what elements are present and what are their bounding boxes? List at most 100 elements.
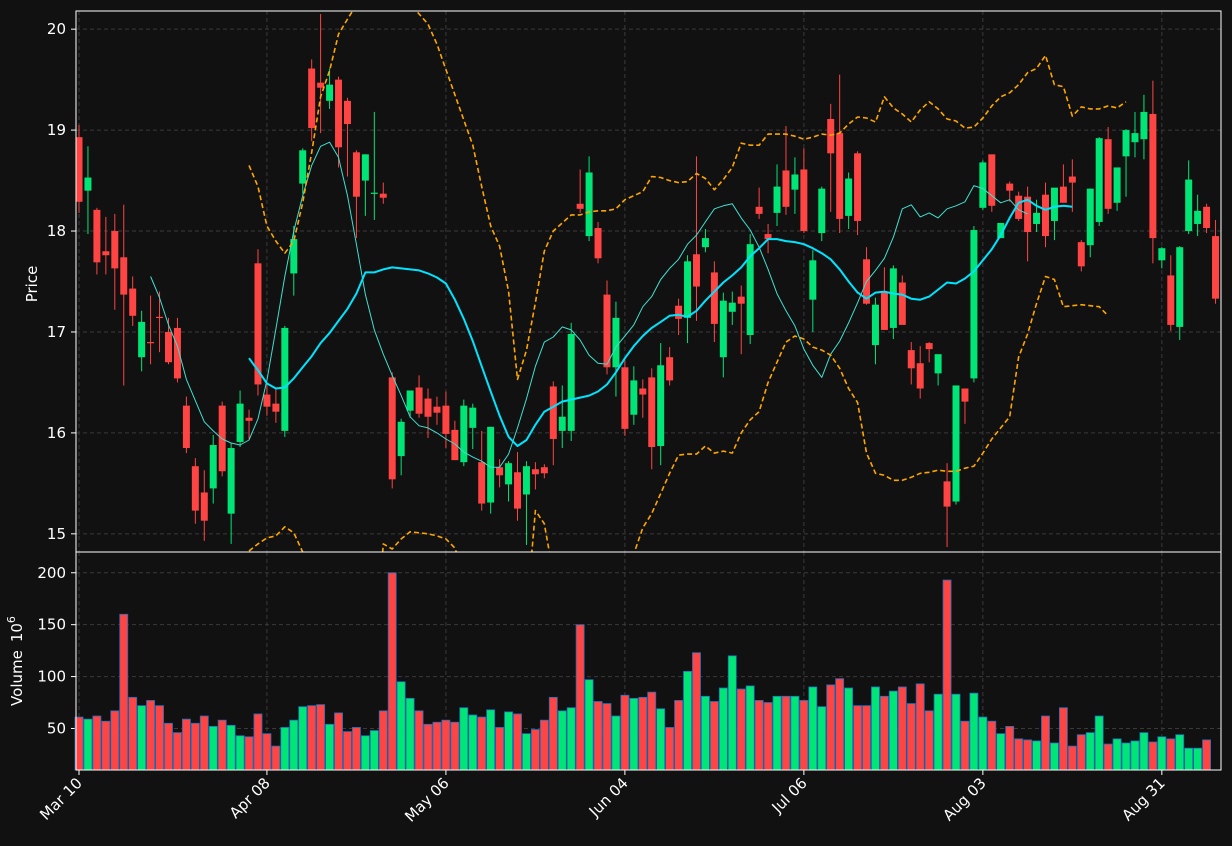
candle	[1086, 188, 1094, 258]
volume-bar	[1067, 745, 1077, 771]
candle	[684, 255, 692, 344]
volume-bar	[387, 572, 397, 771]
candle-body	[836, 133, 844, 219]
volume-bar	[799, 700, 809, 771]
candle	[701, 229, 709, 253]
volume-bar	[119, 613, 129, 771]
volume-bar	[244, 736, 254, 771]
candle	[1068, 159, 1076, 212]
candle	[236, 390, 244, 448]
candle	[889, 265, 897, 340]
candle	[558, 385, 566, 449]
candle-body	[496, 467, 504, 476]
volume-bar	[772, 695, 782, 771]
volume-bar	[1193, 747, 1203, 771]
candle-body	[173, 327, 181, 379]
candle-body	[818, 188, 826, 234]
candle	[138, 310, 146, 372]
candle	[773, 164, 781, 226]
candle	[308, 59, 316, 142]
candle	[352, 150, 360, 239]
volume-bar	[369, 730, 379, 771]
candle-body	[567, 333, 575, 431]
candle	[1113, 167, 1121, 211]
candle-body	[648, 377, 656, 448]
candle-body	[764, 234, 772, 240]
volume-bar	[235, 735, 245, 771]
candle	[621, 360, 629, 436]
candle	[397, 418, 405, 476]
volume-bar	[539, 719, 549, 771]
candle-body	[719, 300, 727, 358]
candle	[111, 213, 119, 310]
candle-body	[746, 244, 754, 335]
volume-bar	[978, 716, 988, 771]
candle-body	[809, 260, 817, 300]
candle-body	[1059, 186, 1067, 203]
price-tick-label: 19	[47, 121, 66, 139]
volume-bar	[1166, 738, 1176, 771]
volume-bar	[530, 729, 540, 771]
candle	[1006, 181, 1014, 202]
candle-body	[451, 429, 459, 461]
volume-bar	[477, 716, 487, 771]
volume-bar	[504, 711, 513, 771]
candle-body	[845, 178, 853, 216]
volume-bar	[325, 723, 334, 771]
volume-bar	[647, 691, 657, 771]
candle-body	[200, 492, 208, 521]
volume-bar	[495, 727, 505, 771]
candle-body	[1077, 242, 1085, 267]
candle	[335, 76, 343, 168]
candle	[952, 385, 960, 505]
volume-bar	[754, 700, 764, 771]
candle-body	[1086, 188, 1094, 246]
candle	[299, 148, 307, 194]
candle-body	[1033, 212, 1041, 224]
volume-bar	[620, 694, 630, 771]
candle	[227, 442, 235, 544]
volume-bar	[629, 697, 639, 771]
candle-body	[1104, 139, 1112, 209]
candle-body	[907, 350, 915, 369]
volume-bar	[1157, 736, 1167, 771]
candle	[943, 463, 951, 547]
volume-bar	[683, 670, 692, 771]
candle	[540, 464, 548, 479]
candle	[1203, 203, 1211, 234]
candle	[916, 346, 924, 399]
candle	[585, 156, 593, 242]
candle	[603, 280, 611, 375]
candle-body	[1212, 236, 1220, 299]
volume-bar	[360, 735, 370, 771]
candle-body	[773, 186, 781, 213]
candle	[1015, 191, 1023, 221]
volume-axis-label-text: Volume	[8, 650, 26, 706]
candle	[907, 342, 915, 385]
price-tick-label: 16	[47, 424, 66, 442]
candle-body	[93, 209, 101, 263]
volume-bar	[405, 697, 415, 771]
candle	[782, 126, 790, 215]
candle-body	[549, 386, 557, 439]
candle	[531, 462, 539, 490]
candle-body	[522, 466, 530, 495]
candle-body	[442, 405, 450, 434]
candle	[648, 368, 656, 470]
candle	[120, 204, 128, 386]
volume-bar	[432, 721, 442, 771]
volume-bar	[960, 720, 970, 771]
volume-bar	[155, 705, 164, 771]
candle	[522, 461, 530, 545]
candle-body	[406, 390, 414, 411]
volume-bar	[942, 579, 952, 771]
candle-body	[209, 445, 217, 489]
candle-body	[1050, 187, 1058, 221]
candle-body	[684, 261, 692, 318]
price-panel: 15 16 17 18 19 20 Price	[23, 10, 1222, 553]
volume-bar	[692, 652, 701, 771]
candle	[156, 291, 164, 353]
volume-bar	[996, 733, 1006, 771]
volume-bar	[897, 686, 907, 771]
